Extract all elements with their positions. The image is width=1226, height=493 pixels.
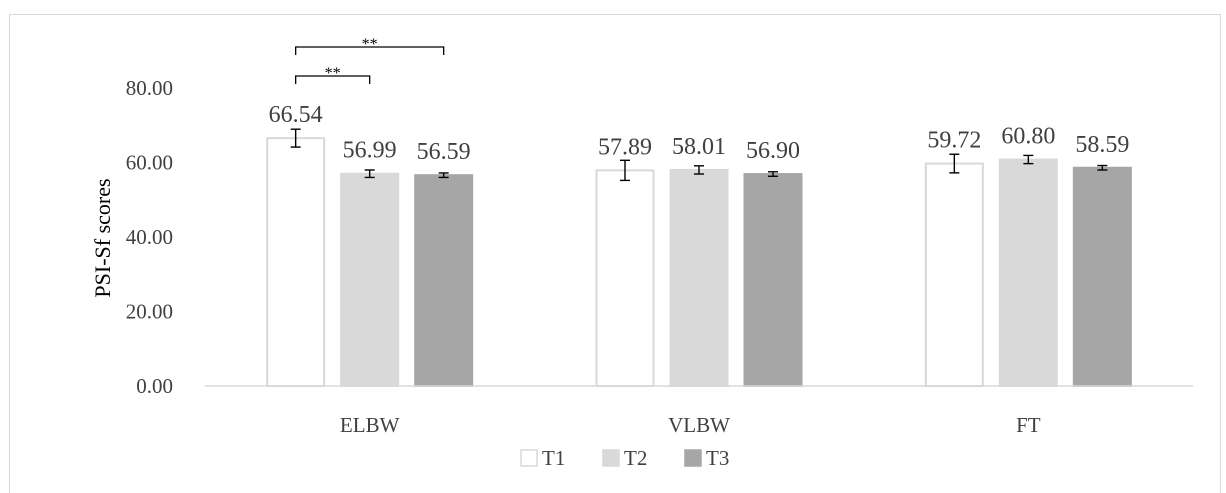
legend-swatch <box>684 449 702 467</box>
error-bar <box>620 159 630 182</box>
data-label: 66.54 <box>269 102 323 128</box>
chart-frame <box>9 14 1221 493</box>
data-label: 57.89 <box>598 134 652 160</box>
legend-swatch <box>602 449 620 467</box>
error-bar <box>1023 154 1034 165</box>
legend-label: T3 <box>706 446 729 470</box>
bar-t2-ft <box>998 158 1058 387</box>
legend: T1 T2 T3 <box>520 446 729 470</box>
x-axis-categories: ELBW VLBW FT <box>340 413 1041 437</box>
error-bar <box>438 172 449 179</box>
error-bar <box>290 128 301 148</box>
error-bar <box>694 165 704 175</box>
significance-label: ** <box>362 36 378 53</box>
error-bars <box>290 128 1108 182</box>
y-tick-label: 0.00 <box>136 374 173 398</box>
x-category-label: ELBW <box>340 413 400 437</box>
bar-t3-elbw <box>414 174 474 387</box>
legend-item-t3: T3 <box>684 446 729 470</box>
significance-label: ** <box>325 65 341 82</box>
legend-item-t2: T2 <box>602 446 647 470</box>
y-tick-label: 20.00 <box>126 300 173 324</box>
bar-t2-vlbw <box>669 168 729 387</box>
significance-brackets: ** ** <box>295 36 445 84</box>
data-label: 59.72 <box>927 128 981 154</box>
data-label: 56.90 <box>746 138 800 164</box>
legend-label: T1 <box>542 446 565 470</box>
y-tick-label: 40.00 <box>126 225 173 249</box>
error-bar <box>768 171 778 177</box>
bar-t1-elbw <box>266 137 326 387</box>
bar-t1-vlbw <box>595 169 655 387</box>
bars <box>266 137 1132 387</box>
y-tick-label: 80.00 <box>126 76 173 100</box>
error-bar <box>949 153 960 174</box>
y-tick-label: 60.00 <box>126 151 173 175</box>
legend-swatch <box>520 449 538 467</box>
bar-t3-vlbw <box>743 173 803 387</box>
legend-item-t1: T1 <box>520 446 565 470</box>
y-axis: 0.00 20.00 40.00 60.00 80.00 <box>126 76 173 398</box>
x-category-label: FT <box>1016 413 1041 437</box>
bar-t1-ft <box>924 162 984 387</box>
error-bar <box>364 169 375 179</box>
data-label: 56.59 <box>417 139 471 165</box>
legend-label: T2 <box>624 446 647 470</box>
data-label: 58.01 <box>672 134 726 160</box>
data-label: 56.99 <box>343 138 397 164</box>
x-category-label: VLBW <box>668 413 730 437</box>
data-label: 60.80 <box>1001 124 1055 150</box>
y-axis-label: PSI-Sf scores <box>90 178 115 297</box>
significance-bracket: ** <box>295 36 445 55</box>
data-labels: 66.54 57.89 59.72 56.99 58.01 60.80 56.59 56.90… <box>269 102 1130 165</box>
significance-bracket: ** <box>295 65 371 84</box>
data-label: 58.59 <box>1075 132 1129 158</box>
bar-t3-ft <box>1072 166 1132 387</box>
error-bar <box>1097 164 1108 171</box>
bar-t2-elbw <box>340 172 400 387</box>
